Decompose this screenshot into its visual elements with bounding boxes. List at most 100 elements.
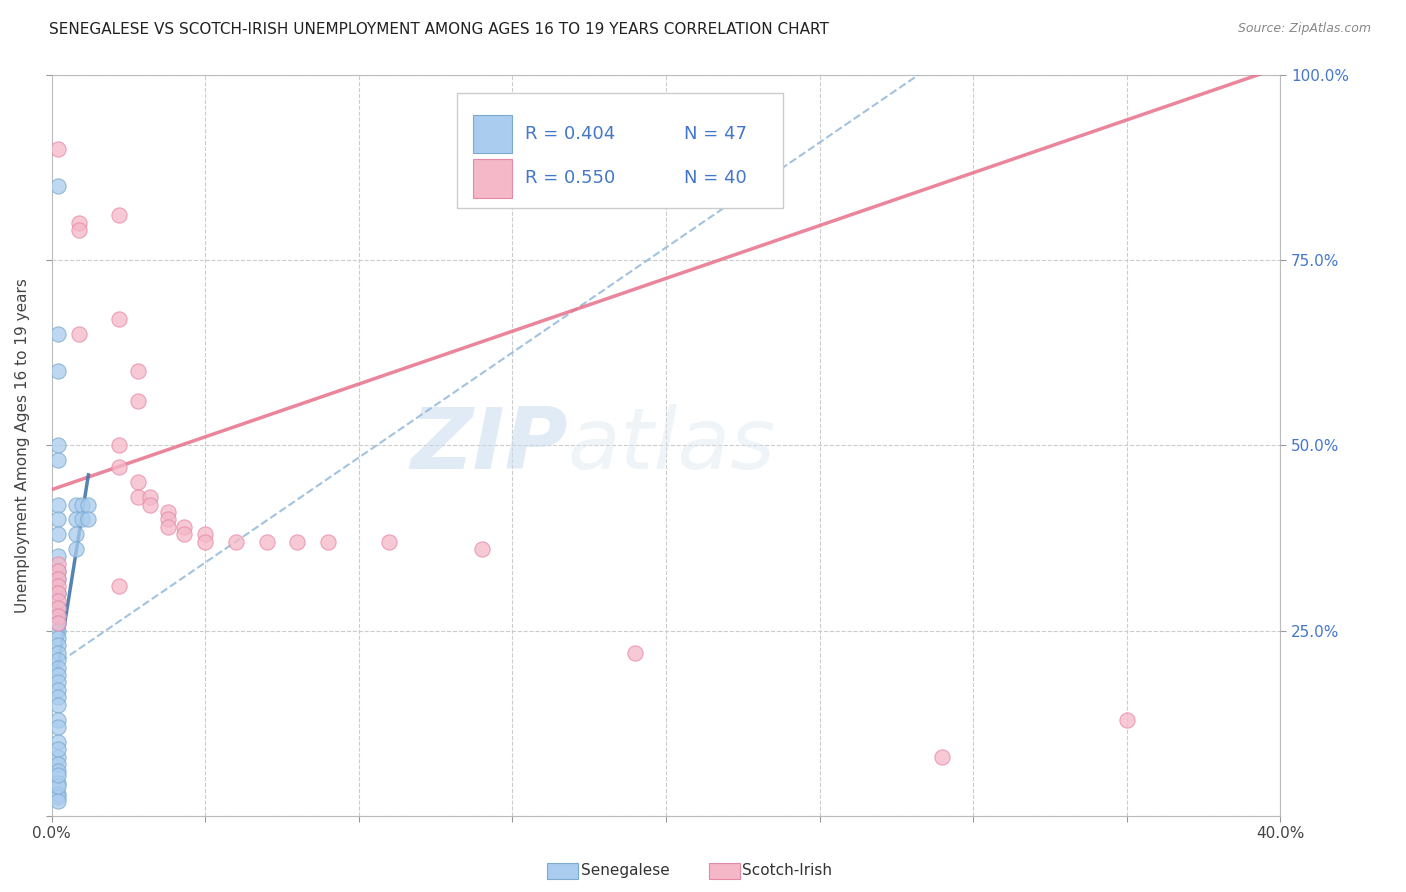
Point (67, 223, 90, 237)
Point (46, 557, 69, 571)
Point (46, 564, 69, 578)
Point (139, 490, 162, 504)
Point (46, 713, 69, 727)
Point (46, 564, 69, 578)
Point (46, 594, 69, 608)
Point (46, 364, 69, 378)
Point (46, 608, 69, 623)
FancyBboxPatch shape (457, 93, 783, 208)
Point (65, 527, 87, 541)
Point (194, 534, 217, 549)
Point (46, 453, 69, 467)
Point (65, 541, 87, 556)
Point (46, 601, 69, 615)
Point (225, 534, 247, 549)
Point (46, 572, 69, 586)
Point (46, 631, 69, 645)
Point (471, 541, 494, 556)
Point (46, 438, 69, 452)
Point (77, 498, 100, 512)
Point (127, 364, 149, 378)
Point (70, 498, 93, 512)
Point (139, 498, 162, 512)
Point (46, 572, 69, 586)
Point (46, 326, 69, 341)
Point (46, 586, 69, 600)
Point (46, 579, 69, 593)
Point (46, 608, 69, 623)
Point (46, 653, 69, 667)
Point (46, 735, 69, 749)
Point (157, 512, 180, 526)
Point (46, 768, 69, 782)
Point (46, 142, 69, 156)
Point (46, 624, 69, 638)
Point (46, 690, 69, 705)
Point (378, 534, 401, 549)
Point (46, 601, 69, 615)
Point (108, 460, 131, 475)
Point (65, 512, 87, 526)
Y-axis label: Unemployment Among Ages 16 to 19 years: Unemployment Among Ages 16 to 19 years (15, 277, 30, 613)
Point (46, 586, 69, 600)
Point (77, 512, 100, 526)
Point (46, 787, 69, 801)
Point (173, 520, 195, 534)
Point (127, 490, 149, 504)
Point (67, 216, 90, 230)
Point (46, 720, 69, 734)
FancyBboxPatch shape (472, 159, 512, 198)
Text: R = 0.550: R = 0.550 (524, 169, 614, 187)
Point (624, 646, 647, 660)
Point (46, 549, 69, 564)
Point (931, 749, 953, 764)
Point (46, 682, 69, 697)
Text: Scotch-Irish: Scotch-Irish (742, 863, 832, 878)
Point (46, 790, 69, 805)
Point (46, 527, 69, 541)
Point (46, 779, 69, 793)
Point (46, 639, 69, 653)
Point (70, 512, 93, 526)
Point (46, 178, 69, 193)
FancyBboxPatch shape (472, 114, 512, 153)
Text: Senegalese: Senegalese (581, 863, 669, 878)
Text: ZIP: ZIP (411, 404, 568, 487)
Point (108, 312, 131, 326)
Point (46, 698, 69, 712)
Point (285, 534, 308, 549)
Text: R = 0.404: R = 0.404 (524, 125, 614, 143)
Point (46, 616, 69, 631)
Point (46, 646, 69, 660)
Text: atlas: atlas (568, 404, 776, 487)
Point (173, 527, 195, 541)
Point (256, 534, 278, 549)
Point (108, 579, 131, 593)
Text: Source: ZipAtlas.com: Source: ZipAtlas.com (1237, 22, 1371, 36)
Point (46, 749, 69, 764)
Point (127, 393, 149, 408)
Point (46, 775, 69, 789)
Point (46, 757, 69, 772)
Point (46, 742, 69, 756)
Point (157, 520, 180, 534)
Point (46, 764, 69, 779)
Point (108, 208, 131, 222)
Point (46, 668, 69, 682)
Point (46, 498, 69, 512)
Text: SENEGALESE VS SCOTCH-IRISH UNEMPLOYMENT AMONG AGES 16 TO 19 YEARS CORRELATION CH: SENEGALESE VS SCOTCH-IRISH UNEMPLOYMENT … (49, 22, 830, 37)
Point (316, 534, 339, 549)
Point (157, 505, 180, 519)
Point (46, 675, 69, 690)
Text: N = 40: N = 40 (685, 169, 747, 187)
Point (108, 438, 131, 452)
Point (46, 660, 69, 674)
Point (1115, 713, 1137, 727)
Point (65, 498, 87, 512)
Point (46, 512, 69, 526)
Text: N = 47: N = 47 (685, 125, 748, 143)
Point (46, 616, 69, 631)
Point (46, 794, 69, 808)
Point (67, 326, 90, 341)
Point (127, 475, 149, 490)
